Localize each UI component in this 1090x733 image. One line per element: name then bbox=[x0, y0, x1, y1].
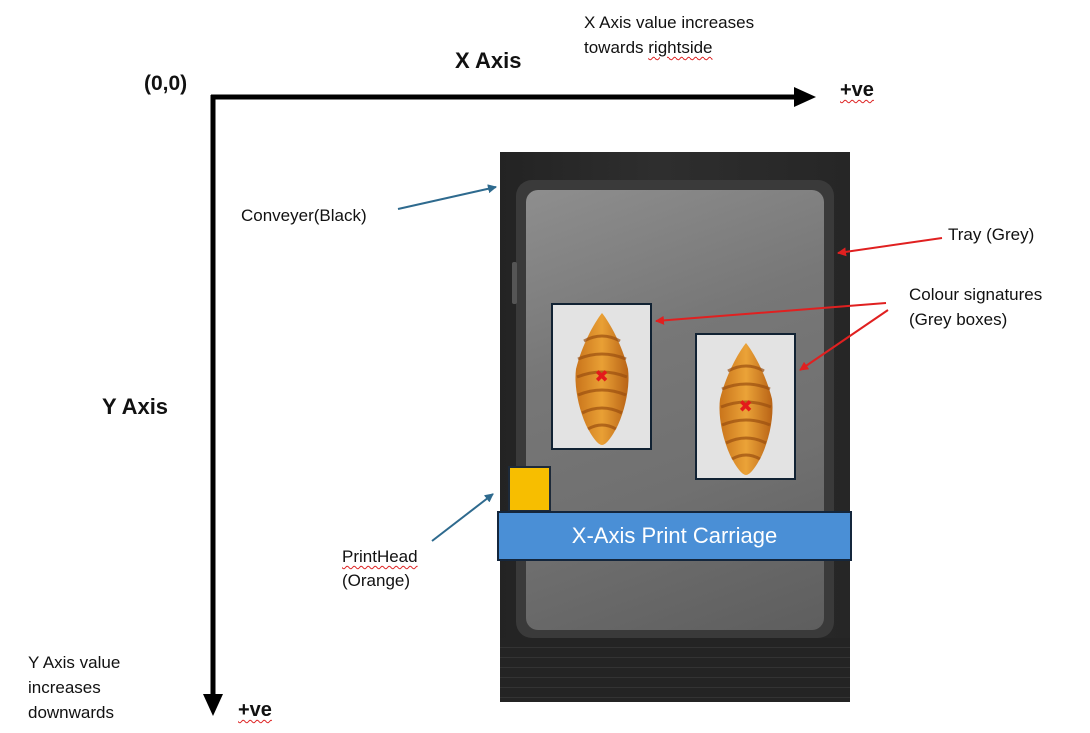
x-axis-positive-label: +ve bbox=[840, 79, 874, 101]
y-axis-title: Y Axis bbox=[102, 394, 169, 419]
x-axis-title: X Axis bbox=[455, 48, 522, 73]
tray-tab bbox=[512, 262, 517, 304]
tray-label: Tray (Grey) bbox=[948, 225, 1035, 244]
colour-signature-box: ✖ bbox=[695, 333, 796, 480]
y-axis-note-line2: increases bbox=[28, 678, 101, 697]
conveyor-belt-stripes bbox=[500, 638, 850, 702]
printhead-label-line1: PrintHead bbox=[342, 547, 418, 566]
y-axis-note-line3: downwards bbox=[28, 703, 114, 722]
print-carriage: X-Axis Print Carriage bbox=[497, 511, 852, 561]
conveyor-callout-arrow bbox=[397, 184, 497, 210]
colour-signatures-label-line1: Colour signatures bbox=[909, 285, 1043, 304]
colour-signatures-label-line2: (Grey boxes) bbox=[909, 310, 1008, 329]
colour-signature-box: ✖ bbox=[551, 303, 652, 450]
printhead bbox=[508, 466, 551, 512]
y-axis-positive-label: +ve bbox=[238, 699, 272, 721]
printhead-label-line2: (Orange) bbox=[342, 571, 411, 590]
origin-label: (0,0) bbox=[144, 72, 188, 95]
croissant-icon bbox=[574, 312, 629, 445]
x-axis-note-line2: towards rightside bbox=[584, 38, 713, 57]
printhead-callout-arrow bbox=[431, 493, 494, 542]
x-axis-note-line1: X Axis value increases bbox=[584, 13, 755, 32]
tray-callout-arrow bbox=[837, 237, 943, 257]
conveyor-label: Conveyer(Black) bbox=[241, 206, 367, 225]
x-mark-icon: ✖ bbox=[738, 396, 753, 417]
croissant-icon bbox=[718, 342, 773, 475]
x-mark-icon: ✖ bbox=[594, 366, 609, 387]
y-axis-note-line1: Y Axis value bbox=[28, 653, 121, 672]
x-axis-arrowhead bbox=[794, 87, 816, 107]
y-axis-arrowhead bbox=[203, 694, 223, 716]
